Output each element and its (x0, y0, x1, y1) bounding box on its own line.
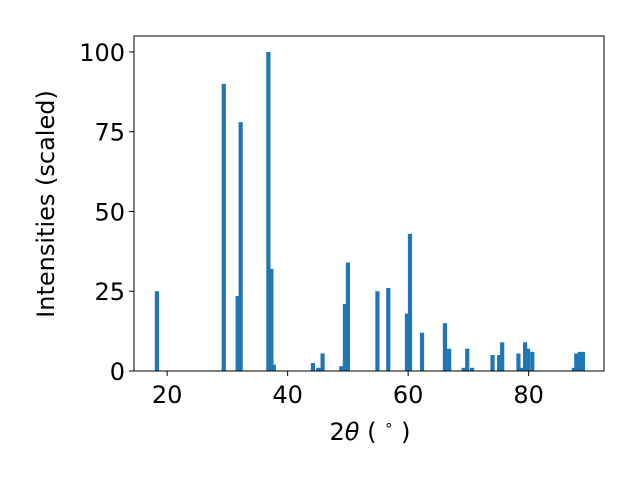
bar-21 (465, 348, 470, 371)
bar-24 (497, 355, 502, 371)
bar-1 (221, 83, 226, 372)
bar-6 (271, 364, 276, 371)
bar-25 (500, 342, 505, 371)
y-tick-label: 50 (94, 198, 125, 226)
plot-frame (133, 35, 605, 372)
bar-17 (419, 332, 425, 371)
bar-2 (235, 296, 240, 371)
bar-7 (310, 363, 316, 371)
bar-8 (316, 367, 321, 371)
bar-14 (386, 288, 391, 371)
bar-13 (375, 291, 380, 371)
y-axis-label: Intensities (scaled) (32, 90, 60, 318)
bar-28 (522, 342, 528, 371)
bar-series (154, 51, 586, 372)
bar-3 (238, 122, 243, 371)
bar-11 (342, 304, 347, 371)
x-tick-label: 20 (152, 381, 183, 409)
y-axis: 0 25 50 75 100 (79, 39, 134, 386)
x-axis: 20 40 60 80 (152, 371, 544, 409)
x-axis-label: 2θ ( ∘ ) (330, 416, 411, 446)
y-tick-label: 0 (110, 358, 125, 386)
bar-4 (266, 51, 271, 371)
y-tick-label: 75 (94, 119, 125, 147)
x-tick-label: 40 (272, 381, 303, 409)
bar-15 (404, 313, 410, 371)
bar-32 (574, 353, 579, 371)
bar-27 (519, 367, 524, 371)
bar-29 (525, 348, 531, 371)
bar-10 (339, 366, 344, 371)
bar-23 (490, 355, 495, 371)
bar-0 (154, 291, 159, 371)
bar-9 (320, 353, 325, 371)
y-tick-label: 100 (79, 39, 125, 67)
x-tick-label: 80 (513, 381, 544, 409)
bar-16 (407, 233, 413, 371)
bar-22 (469, 367, 475, 371)
bar-33 (577, 351, 582, 371)
y-tick-label: 25 (94, 278, 125, 306)
bar-12 (345, 262, 351, 371)
x-tick-label: 60 (393, 381, 424, 409)
bar-31 (571, 367, 576, 371)
bar-18 (442, 323, 448, 371)
bar-34 (580, 351, 586, 371)
bar-5 (269, 268, 274, 371)
bar-20 (461, 367, 466, 371)
bar-19 (447, 348, 452, 371)
bar-30 (530, 351, 535, 371)
bar-26 (516, 353, 521, 371)
